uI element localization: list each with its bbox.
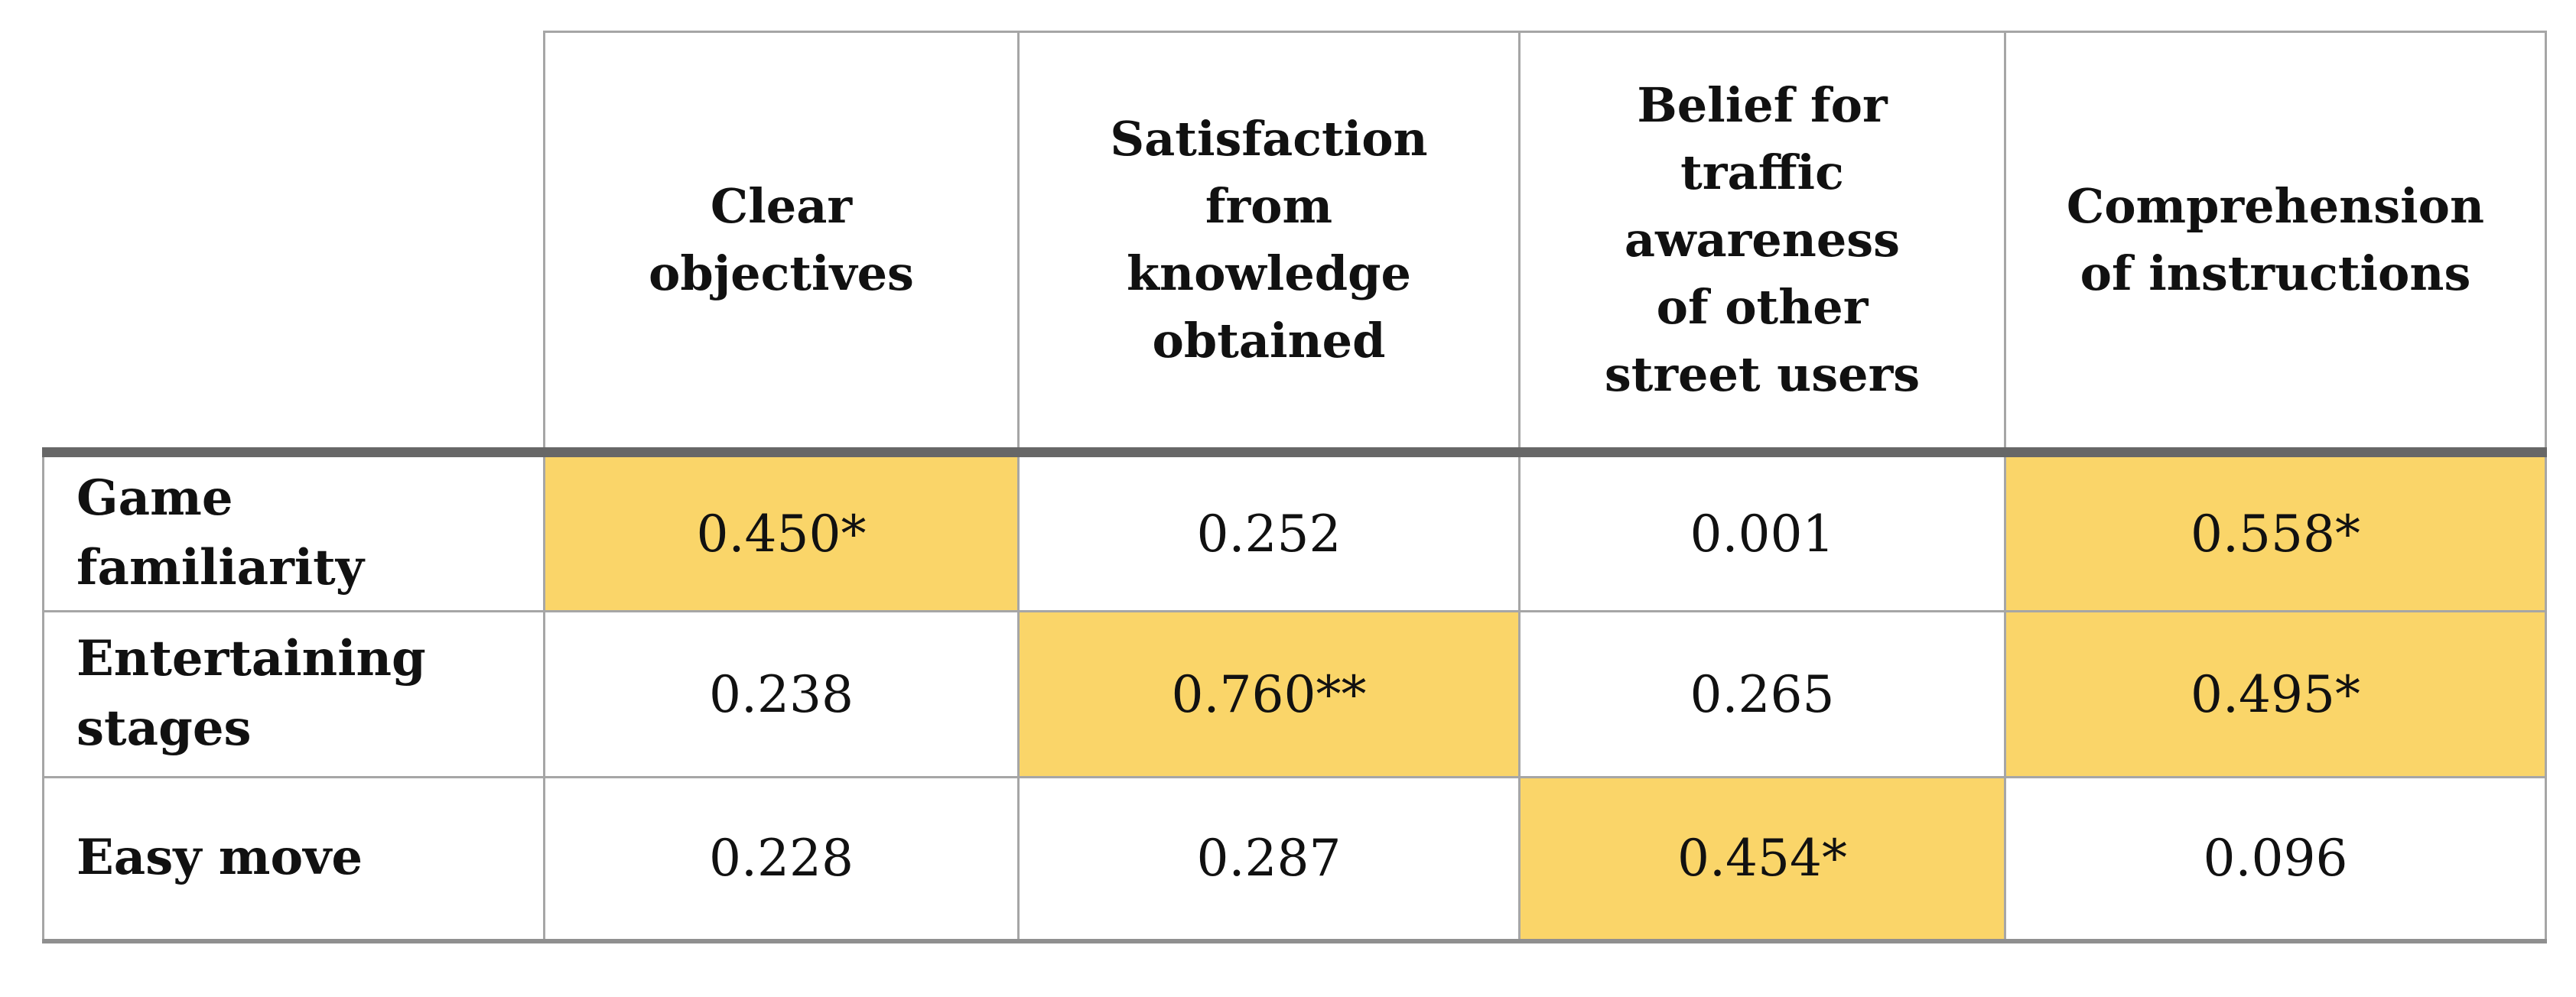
value-cell: 0.454*: [1518, 776, 2006, 943]
value-cell: 0.228: [543, 776, 1020, 943]
value-cell: 0.265: [1518, 610, 2006, 778]
value-cell: 0.287: [1017, 776, 1521, 943]
value-cell: 0.001: [1518, 451, 2006, 612]
column-header-satisfaction-from-knowledge: Satisfaction from knowledge obtained: [1017, 31, 1521, 457]
value-cell: 0.252: [1017, 451, 1521, 612]
value-cell: 0.558*: [2004, 451, 2547, 612]
table-row-game-familiarity: Game familiarity 0.450* 0.252 0.001 0.55…: [42, 451, 2547, 612]
table-row-easy-move: Easy move 0.228 0.287 0.454* 0.096: [42, 776, 2547, 943]
column-header-comprehension-of-instructions: Comprehension of instructions: [2004, 31, 2547, 457]
correlation-table: Clear objectives Satisfaction from knowl…: [42, 31, 2547, 943]
stub-cell: [43, 31, 545, 457]
value-cell: 0.760**: [1017, 610, 1521, 778]
value-cell: 0.238: [543, 610, 1020, 778]
value-cell: 0.096: [2004, 776, 2547, 943]
table-row-entertaining-stages: Entertaining stages 0.238 0.760** 0.265 …: [42, 610, 2547, 778]
row-label: Game familiarity: [42, 451, 545, 612]
value-cell: 0.495*: [2004, 610, 2547, 778]
column-header-clear-objectives: Clear objectives: [543, 31, 1020, 457]
column-header-belief-traffic-awareness: Belief for traffic awareness of other st…: [1518, 31, 2006, 457]
header-row: Clear objectives Satisfaction from knowl…: [43, 31, 2547, 457]
row-label: Entertaining stages: [42, 610, 545, 778]
value-cell: 0.450*: [543, 451, 1020, 612]
row-label: Easy move: [42, 776, 545, 943]
